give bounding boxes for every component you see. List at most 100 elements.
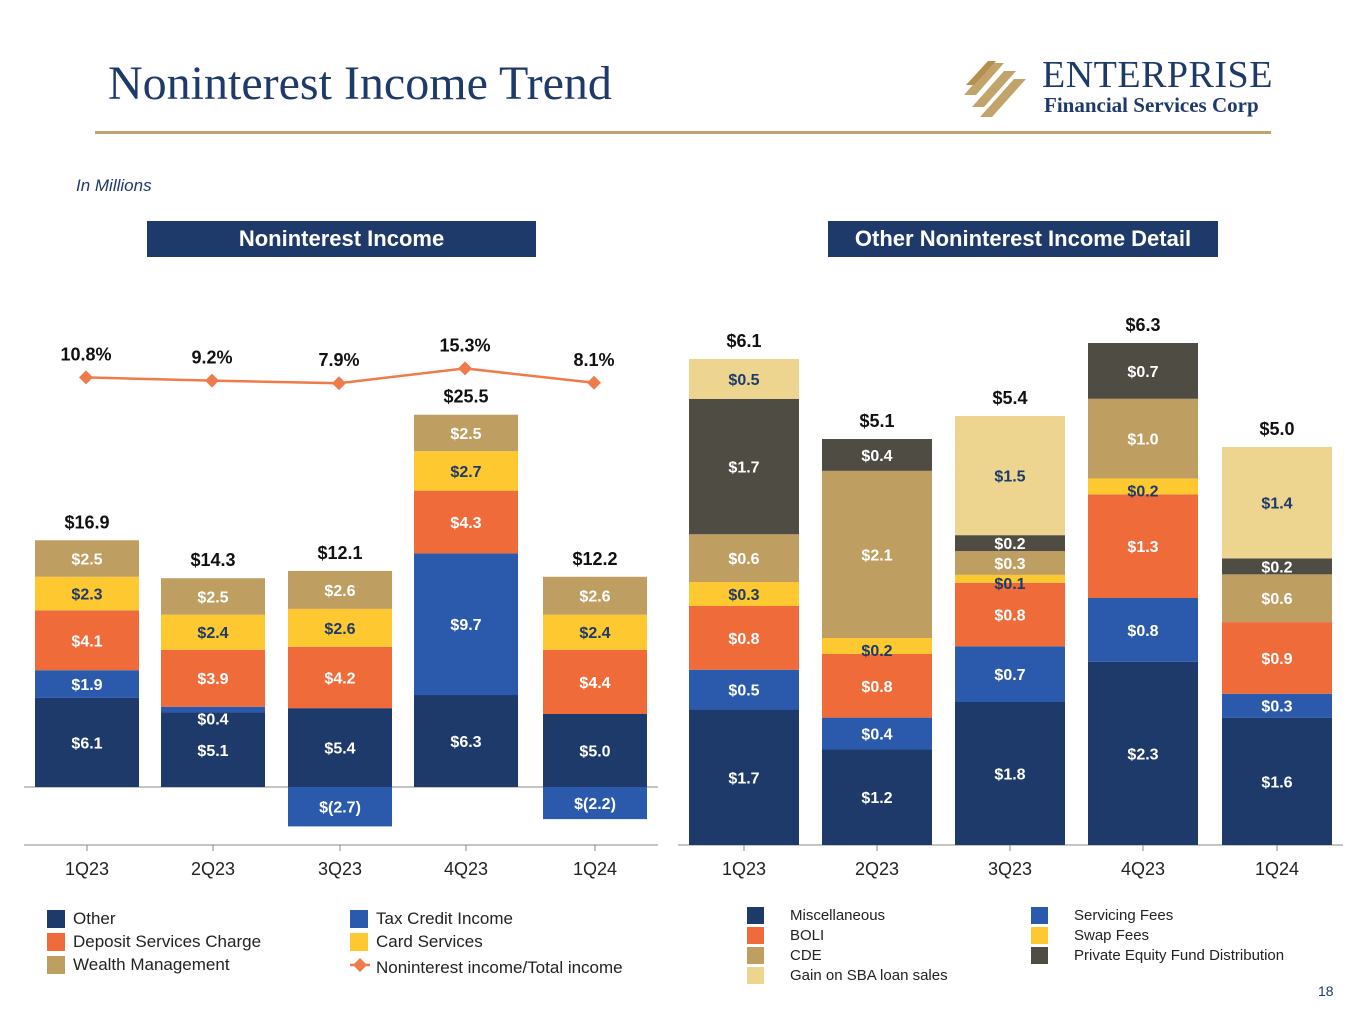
right-bar-label: $0.8: [728, 631, 759, 648]
ratio-point-label: 8.1%: [573, 350, 614, 370]
left-bar-segment: [288, 646, 392, 709]
legend-label: Miscellaneous: [790, 907, 886, 924]
left-bar-label: $2.7: [450, 464, 481, 481]
left-bar-label: $2.5: [450, 426, 481, 443]
left-bar-segment: [414, 553, 518, 696]
right-bar-label: $0.5: [728, 683, 759, 700]
left-bar-segment: [35, 697, 139, 787]
left-bar-segment: [35, 670, 139, 698]
legend-label: Card Services: [376, 932, 483, 951]
right-bar-segment: [1088, 597, 1198, 662]
right-total-label: $6.3: [1125, 315, 1160, 335]
right-bar-segment: [822, 439, 932, 471]
right-legend-item: Swap Fees: [1031, 927, 1149, 944]
left-bar-segment: [543, 714, 647, 787]
legend-label: Other: [73, 909, 116, 928]
legend-swatch: [1031, 947, 1048, 964]
right-bar-segment: [1222, 622, 1332, 694]
right-bar-segment: [955, 702, 1065, 845]
right-total-label: $5.4: [992, 388, 1027, 408]
right-x-tick-label: 2Q23: [855, 859, 899, 879]
ratio-point: [458, 361, 472, 376]
left-legend-item: Wealth Management: [47, 955, 230, 975]
right-bar-segment: [822, 470, 932, 639]
ratio-point-label: 10.8%: [60, 344, 111, 364]
legend-label: BOLI: [790, 927, 825, 944]
left-bar-label: $1.9: [71, 677, 102, 694]
right-bar-label: $1.6: [1261, 774, 1292, 791]
line-marker-icon: [350, 955, 370, 980]
legend-swatch: [747, 947, 764, 964]
left-total-label: $16.9: [64, 512, 109, 532]
left-bar-segment: [288, 708, 392, 787]
ratio-point: [587, 375, 601, 390]
right-bar-segment: [1088, 343, 1198, 399]
left-bar-label: $4.1: [71, 633, 102, 650]
legend-label: CDE: [790, 947, 822, 964]
ratio-point: [79, 370, 93, 385]
right-bar-label: $0.7: [994, 667, 1025, 684]
left-bar-label: $4.2: [324, 671, 355, 688]
right-bar-segment: [1222, 447, 1332, 559]
ratio-point: [332, 376, 346, 391]
left-x-tick-label: 2Q23: [191, 859, 235, 879]
left-bar-segment: [414, 414, 518, 452]
right-bar-label: $0.2: [861, 643, 892, 660]
right-bar-label: $0.4: [861, 448, 892, 465]
left-chart-header: Noninterest Income: [147, 221, 536, 257]
legend-label: Swap Fees: [1074, 927, 1150, 944]
left-bar-label: $(2.2): [574, 796, 616, 813]
legend-swatch: [747, 907, 764, 924]
left-total-label: $25.5: [443, 387, 488, 407]
left-total-label: $12.1: [317, 543, 362, 563]
right-bar-segment: [1222, 717, 1332, 845]
left-bar-label: $2.6: [324, 583, 355, 600]
right-bar-segment: [689, 582, 799, 606]
left-total-label: $14.3: [190, 550, 235, 570]
right-bar-segment: [689, 605, 799, 670]
page-number: 18: [1318, 983, 1334, 999]
legend-swatch: [350, 910, 368, 928]
right-bar-label: $1.3: [1127, 539, 1158, 556]
right-bar-label: $0.9: [1261, 651, 1292, 668]
left-bar-label: $(2.7): [319, 800, 361, 817]
left-bar-segment: [161, 578, 265, 615]
right-total-label: $6.1: [726, 331, 761, 351]
legend-swatch: [747, 967, 764, 984]
right-bar-label: $0.4: [861, 727, 892, 744]
right-bar-segment: [1088, 398, 1198, 479]
right-legend-item: Private Equity Fund Distribution: [1031, 947, 1284, 964]
title-divider: [95, 131, 1271, 134]
logo-name: ENTERPRISE: [1042, 54, 1273, 96]
right-bar-segment: [1088, 478, 1198, 495]
left-bar-segment: [543, 787, 647, 820]
right-bar-segment: [689, 398, 799, 535]
left-bar-segment: [161, 614, 265, 650]
right-bar-label: $1.7: [728, 770, 759, 787]
right-bar-segment: [822, 638, 932, 654]
left-bar-label: $4.3: [450, 515, 481, 532]
right-bar-label: $0.6: [1261, 591, 1292, 608]
legend-swatch: [1031, 927, 1048, 944]
left-bar-segment: [543, 576, 647, 615]
left-x-tick-label: 4Q23: [444, 859, 488, 879]
legend-label: Tax Credit Income: [376, 909, 513, 928]
right-x-tick-label: 1Q23: [722, 859, 766, 879]
ratio-point-label: 9.2%: [191, 348, 232, 368]
right-legend-item: Servicing Fees: [1031, 907, 1173, 924]
right-bar-segment: [1222, 558, 1332, 575]
right-bar-label: $1.0: [1127, 432, 1158, 449]
right-bar-label: $0.2: [1127, 483, 1158, 500]
left-x-tick-label: 3Q23: [318, 859, 362, 879]
right-legend-item: CDE: [747, 947, 822, 964]
legend-label: Gain on SBA loan sales: [790, 967, 948, 984]
left-bar-label: $6.1: [71, 735, 102, 752]
legend-swatch: [47, 933, 65, 951]
right-bar-segment: [689, 709, 799, 845]
right-bar-label: $0.8: [1127, 623, 1158, 640]
left-bar-label: $4.4: [579, 675, 610, 692]
legend-label: Noninterest income/Total income: [376, 957, 623, 977]
right-bar-segment: [822, 653, 932, 718]
left-bar-segment: [288, 608, 392, 647]
